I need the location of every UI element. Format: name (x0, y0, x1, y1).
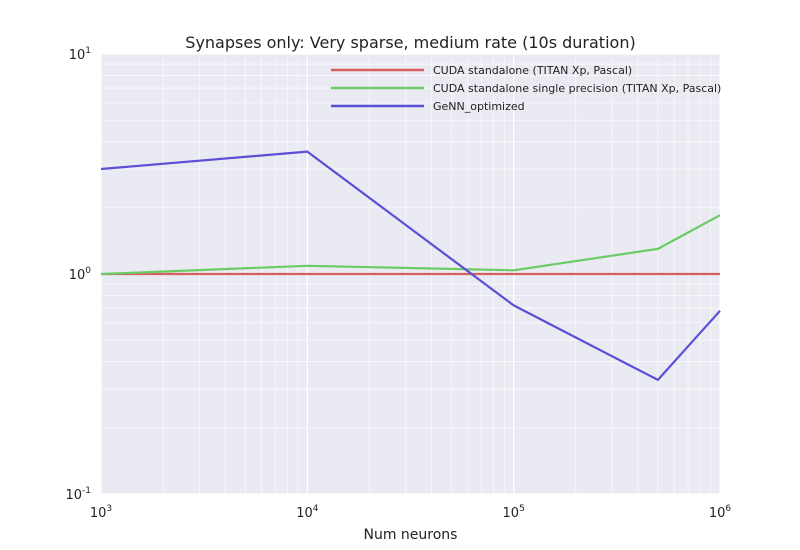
series-line-genn-optimized (100, 150, 721, 381)
chart-title: Synapses only: Very sparse, medium rate … (185, 33, 635, 52)
legend-label: CUDA standalone (TITAN Xp, Pascal) (433, 64, 632, 77)
y-tick-label: 101 (69, 46, 91, 63)
x-axis-label: Num neurons (364, 527, 458, 543)
legend-label: CUDA standalone single precision (TITAN … (433, 82, 721, 95)
x-tick-label: 104 (296, 504, 319, 521)
x-tick-label: 106 (709, 504, 732, 521)
x-tick-label: 103 (90, 504, 112, 521)
y-tick-label: 100 (69, 266, 92, 283)
legend: CUDA standalone (TITAN Xp, Pascal) CUDA s… (331, 64, 721, 113)
tick-labels: 103 104 105 106 10-1 100 101 (65, 46, 731, 521)
series-lines (100, 150, 721, 381)
x-tick-label: 105 (503, 504, 525, 521)
y-tick-label: 10-1 (65, 486, 91, 503)
legend-label: GeNN_optimized (433, 100, 525, 113)
series-line-cuda-standalone-single-precision-titan-xp-pascal (100, 214, 721, 276)
